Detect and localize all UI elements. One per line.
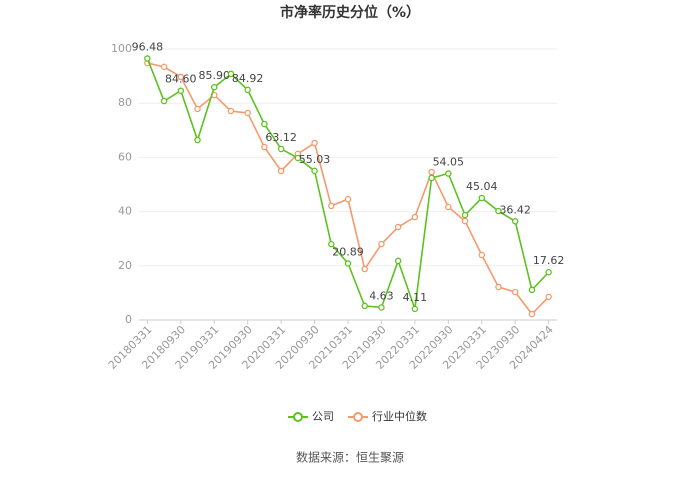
data-point bbox=[177, 87, 185, 94]
data-point bbox=[445, 203, 452, 211]
y-tick-label: 100 bbox=[111, 42, 132, 55]
data-point bbox=[328, 202, 335, 210]
data-label: 4.11 bbox=[403, 291, 428, 304]
data-point bbox=[361, 302, 368, 310]
data-point bbox=[177, 73, 185, 81]
legend-label: 公司 bbox=[312, 410, 334, 423]
data-point bbox=[261, 143, 268, 151]
data-point bbox=[244, 109, 251, 117]
data-label: 20.89 bbox=[332, 245, 364, 258]
data-point bbox=[411, 305, 419, 313]
data-point bbox=[511, 288, 519, 296]
data-point bbox=[411, 213, 419, 221]
y-tick-label: 60 bbox=[118, 150, 132, 163]
data-point bbox=[311, 139, 318, 147]
data-label: 4.63 bbox=[369, 289, 394, 302]
data-point bbox=[144, 55, 151, 62]
data-label: 55.03 bbox=[299, 153, 331, 166]
data-point bbox=[378, 304, 385, 311]
data-point bbox=[378, 240, 385, 248]
data-point bbox=[394, 257, 402, 265]
data-point bbox=[277, 145, 285, 153]
data-point bbox=[227, 107, 235, 115]
data-label: 36.42 bbox=[499, 203, 531, 216]
data-point bbox=[160, 63, 168, 71]
data-label: 84.92 bbox=[232, 72, 264, 85]
data-point bbox=[261, 120, 268, 128]
data-point bbox=[277, 167, 285, 175]
data-point bbox=[244, 86, 251, 94]
data-point bbox=[511, 218, 519, 225]
source: 数据来源：恒生聚源 bbox=[296, 450, 404, 465]
data-point bbox=[344, 195, 352, 203]
data-point bbox=[428, 168, 435, 176]
data-point bbox=[344, 260, 352, 267]
data-point bbox=[194, 105, 201, 113]
data-point bbox=[227, 70, 235, 78]
data-label: 63.12 bbox=[265, 131, 297, 144]
y-tick-label: 20 bbox=[118, 259, 132, 272]
data-point bbox=[294, 154, 302, 162]
data-point bbox=[210, 83, 218, 91]
legend-marker bbox=[353, 412, 363, 422]
data-point bbox=[361, 265, 368, 273]
data-point bbox=[328, 240, 335, 248]
y-tick-label: 40 bbox=[118, 205, 132, 218]
data-point bbox=[478, 194, 486, 202]
data-point bbox=[495, 283, 502, 291]
data-point bbox=[545, 268, 552, 276]
data-point bbox=[545, 293, 552, 301]
data-point bbox=[461, 217, 469, 225]
data-point bbox=[428, 174, 435, 182]
data-label: 84.60 bbox=[165, 73, 197, 86]
y-tick-label: 80 bbox=[118, 96, 132, 109]
data-point bbox=[528, 310, 536, 318]
data-point bbox=[194, 136, 201, 144]
data-point bbox=[528, 286, 536, 294]
data-point bbox=[478, 251, 486, 259]
data-point bbox=[394, 223, 402, 231]
data-label: 96.48 bbox=[132, 41, 164, 54]
data-label: 17.62 bbox=[533, 254, 565, 267]
data-point bbox=[445, 170, 452, 177]
chart-title: 市净率历史分位（%） bbox=[280, 4, 420, 21]
data-point bbox=[311, 167, 318, 175]
data-label: 54.05 bbox=[433, 156, 465, 169]
legend-label: 行业中位数 bbox=[372, 409, 427, 423]
data-point bbox=[495, 207, 502, 215]
y-tick-label: 0 bbox=[125, 313, 132, 326]
data-label: 45.04 bbox=[466, 180, 498, 193]
data-point bbox=[461, 211, 469, 219]
legend-marker bbox=[293, 412, 303, 422]
data-label: 85.90 bbox=[198, 69, 230, 82]
data-point bbox=[160, 97, 168, 105]
